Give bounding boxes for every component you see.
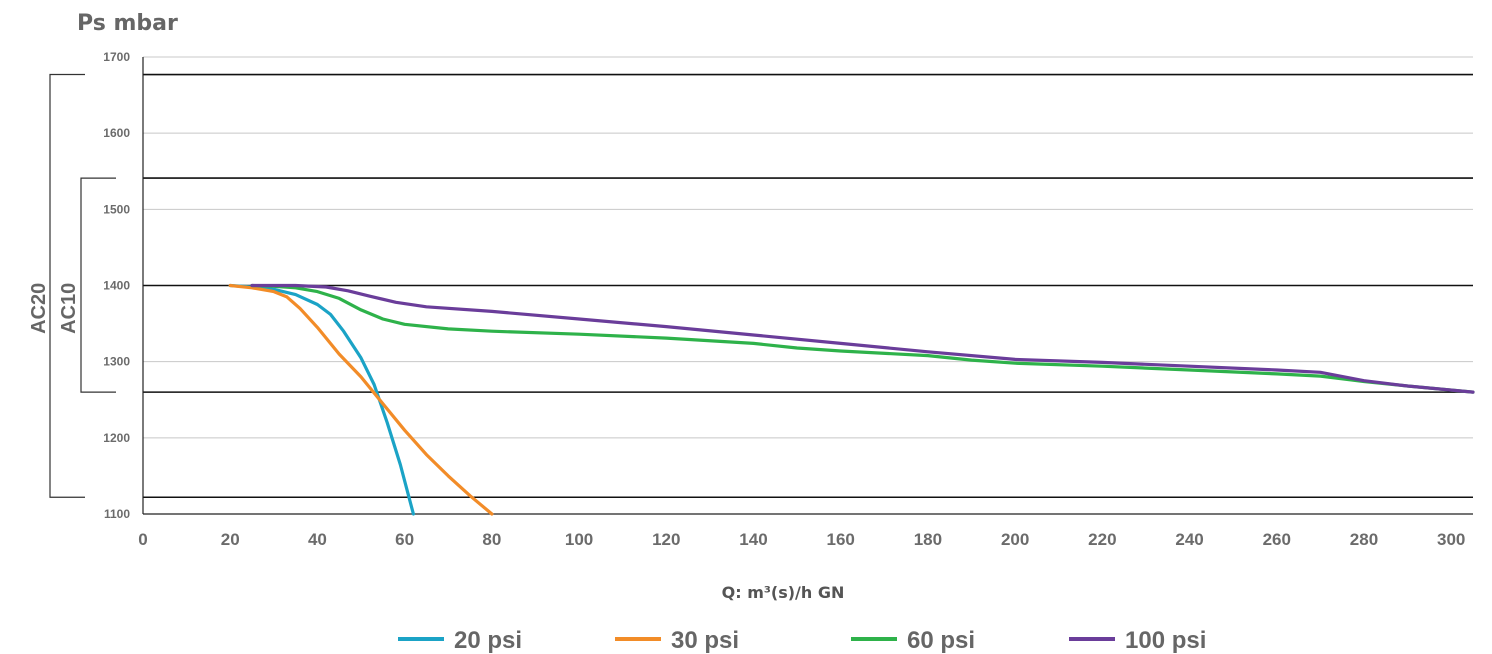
range-brackets: AC20 AC10 [28,73,116,498]
series-line-3 [250,283,1475,394]
y-tick-label: 1200 [103,431,130,445]
series-line-2 [250,283,1475,394]
series-line-0 [228,283,415,516]
x-tick-label: 0 [138,530,147,549]
y-tick-label: 1400 [103,279,130,293]
y-tick-label: 1100 [104,507,130,521]
bracket-ac10 [80,177,116,393]
y-tick-label: 1500 [103,202,130,216]
x-tick-label: 240 [1175,530,1203,549]
x-tick-label: 80 [482,530,501,549]
x-tick-label: 160 [827,530,855,549]
reference-lines [143,73,1473,499]
legend-label: 100 psi [1125,627,1206,654]
legend-label: 20 psi [454,627,522,654]
plot-series [228,283,1475,516]
x-tick-label: 280 [1350,530,1378,549]
x-tick-label: 180 [914,530,942,549]
legend-label: 30 psi [671,627,739,654]
x-tick-label: 20 [221,530,240,549]
x-tick-label: 260 [1263,530,1291,549]
x-tick-label: 40 [308,530,327,549]
series-line-1 [228,283,494,516]
legend-label: 60 psi [907,627,975,654]
y-tick-label: 1300 [103,355,130,369]
grid [143,56,1473,439]
x-tick-label: 60 [395,530,414,549]
x-tick-label: 120 [652,530,680,549]
y-tick-label: 1600 [103,126,130,140]
x-tick-label: 220 [1088,530,1116,549]
y-axis-title: Ps mbar [77,11,178,36]
axes: 1100 1200 1300 1400 1500 1600 1700 0 20 40 60 80 100… [103,50,1473,549]
x-axis-title: Q: m³(s)/h GN [722,583,845,602]
x-tick-label: 200 [1001,530,1029,549]
bracket-label-ac10: AC10 [58,283,80,334]
legend: 20 psi 30 psi 60 psi 100 psi [398,627,1206,654]
bracket-label-ac20: AC20 [28,283,50,334]
x-tick-label: 300 [1437,530,1465,549]
x-tick-label: 140 [739,530,767,549]
y-tick-label: 1700 [103,50,130,64]
x-tick-label: 100 [565,530,593,549]
bracket-ac20 [49,73,85,498]
